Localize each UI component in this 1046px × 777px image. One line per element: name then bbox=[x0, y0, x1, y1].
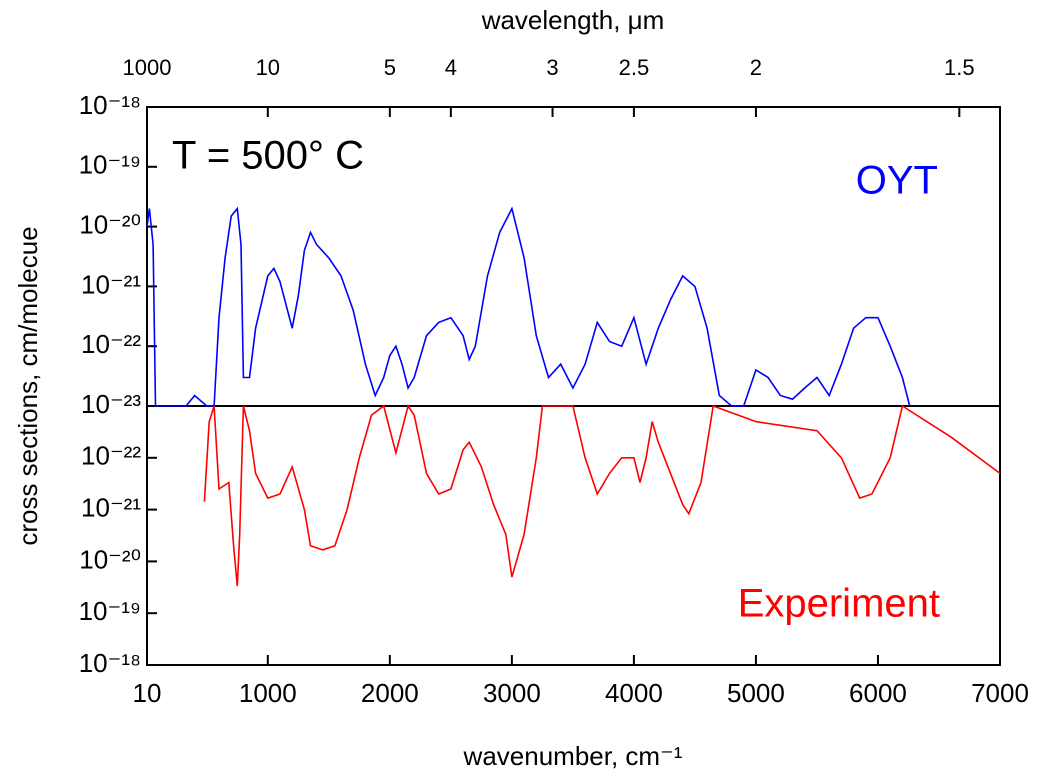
x-tick-label: 7000 bbox=[971, 678, 1029, 708]
x2-tick-label: 4 bbox=[445, 55, 457, 80]
x-axis-label: wavenumber, cm⁻¹ bbox=[463, 741, 683, 771]
y-tick-label: 10⁻²² bbox=[81, 441, 141, 471]
y-tick-label: 10⁻¹⁹ bbox=[79, 596, 141, 626]
x-tick-label: 2000 bbox=[361, 678, 419, 708]
x-tick-label: 6000 bbox=[849, 678, 907, 708]
x-tick-label: 1000 bbox=[239, 678, 297, 708]
y-tick-label: 10⁻²⁰ bbox=[79, 544, 141, 574]
x2-axis-label: wavelength, μm bbox=[481, 5, 665, 35]
x2-tick-label: 10 bbox=[256, 55, 280, 80]
series-label: Experiment bbox=[738, 582, 940, 626]
x-tick-label: 3000 bbox=[483, 678, 541, 708]
x2-tick-label: 3 bbox=[546, 55, 558, 80]
y-axis-label: cross sections, cm/molecue bbox=[13, 226, 43, 545]
x-tick-label: 10 bbox=[133, 678, 162, 708]
x2-tick-label: 2.5 bbox=[619, 55, 650, 80]
x2-tick-label: 1.5 bbox=[944, 55, 975, 80]
y-tick-label: 10⁻¹⁸ bbox=[79, 648, 141, 678]
series-line bbox=[203, 404, 1001, 587]
x2-tick-label: 5 bbox=[384, 55, 396, 80]
y-tick-label: 10⁻²¹ bbox=[81, 492, 141, 522]
x-tick-label: 4000 bbox=[605, 678, 663, 708]
series-label: OYT bbox=[856, 159, 938, 203]
y-tick-label: 10⁻²⁰ bbox=[79, 209, 141, 239]
y-tick-label: 10⁻²³ bbox=[81, 389, 141, 419]
x-tick-label: 5000 bbox=[727, 678, 785, 708]
y-tick-label: 10⁻¹⁹ bbox=[79, 150, 141, 180]
x2-tick-label: 1000 bbox=[123, 55, 172, 80]
plot-frame bbox=[146, 106, 1001, 666]
annotation: T = 500° C bbox=[172, 134, 364, 178]
y-tick-label: 10⁻²¹ bbox=[81, 269, 141, 299]
y-tick-label: 10⁻²² bbox=[81, 329, 141, 359]
series-line bbox=[146, 206, 911, 407]
x2-tick-label: 2 bbox=[750, 55, 762, 80]
y-tick-label: 10⁻¹⁸ bbox=[79, 90, 141, 120]
